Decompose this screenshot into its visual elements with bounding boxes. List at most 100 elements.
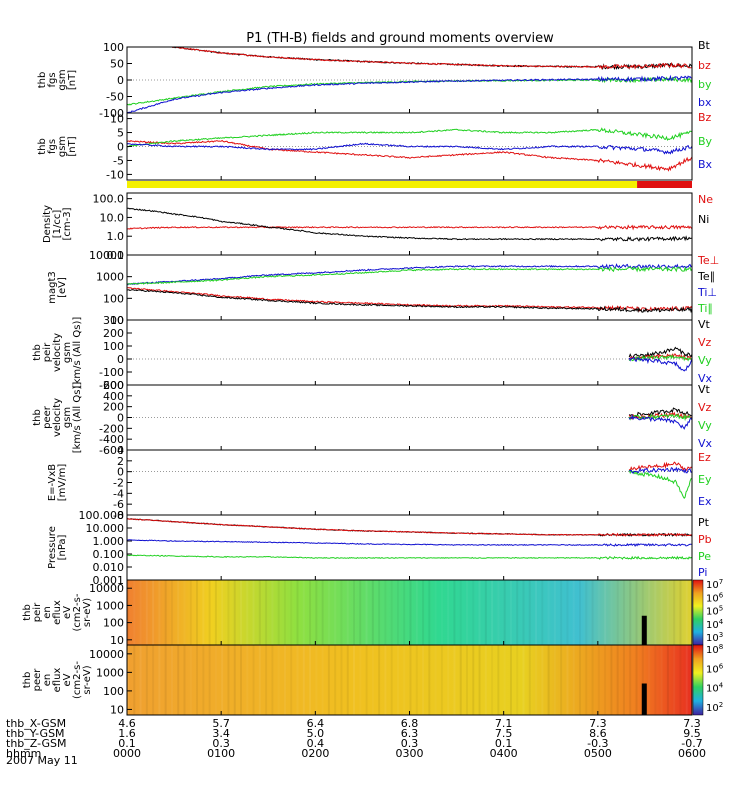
- spectrogram-band: [396, 645, 399, 715]
- spectrogram-band: [504, 645, 506, 715]
- spectrogram-band: [302, 645, 305, 715]
- spectrogram-band: [572, 645, 575, 715]
- y-axis-label-line: magt3: [47, 271, 58, 304]
- spectrogram-band: [535, 645, 538, 715]
- spectrogram-band: [466, 645, 468, 715]
- panel-frame: [126, 319, 693, 386]
- y-axis-label-line: peir: [42, 342, 53, 362]
- spectrogram-band: [491, 580, 494, 645]
- y-axis-label: thb peer en eflux eV (cm2-s-sr-eV): [22, 661, 93, 699]
- panel-temperature: Te⊥ Te∥ Ti⊥ Ti∥ 10000 1000 100 10 magt3 [eV]: [47, 249, 719, 327]
- y-axis-label-line: gsm: [57, 136, 68, 157]
- y-axis-label: E=-VxB [mV/m]: [47, 464, 68, 502]
- spectrogram-band: [428, 645, 431, 715]
- spectrogram-band: [478, 645, 481, 715]
- spectrogram-band: [484, 645, 487, 715]
- spectrogram-band: [152, 645, 155, 715]
- y-axis-label-line: en: [42, 674, 53, 687]
- spectrogram-band: [321, 645, 324, 715]
- y-axis-label: thb peir velocity gsm [km/s (All Qs)]: [32, 317, 83, 389]
- spectrogram-band: [660, 580, 663, 645]
- spectrogram-band: [604, 645, 606, 715]
- spectrogram-band: [522, 645, 525, 715]
- chart-title: P1 (TH-B) fields and ground moments over…: [246, 31, 554, 46]
- y-tick-label: 10000: [89, 648, 124, 661]
- x-tick-label: 9.5: [683, 727, 701, 740]
- y-axis-label-line: eflux: [52, 668, 63, 693]
- y-axis-label: thb peer velocity gsm [km/s (All Qs)]: [32, 382, 83, 454]
- x-tick-label: 4.6: [118, 717, 136, 730]
- spectrogram-band: [208, 645, 211, 715]
- spectrogram-band: [252, 645, 255, 715]
- spectrogram-band: [585, 580, 587, 645]
- y-axis-label-line: peer: [42, 405, 53, 429]
- y-tick-label: 1000: [96, 666, 124, 679]
- spectrogram-band: [290, 580, 292, 645]
- spectrogram-band: [334, 580, 337, 645]
- colorbar-tick-label: 104: [706, 618, 724, 631]
- x-row-label: thb_Y-GSM: [6, 727, 65, 740]
- spectrogram-band: [460, 580, 462, 645]
- y-tick-label: 0.100: [93, 548, 125, 561]
- y-tick-label: 100: [103, 617, 124, 630]
- series-line-bz: [127, 46, 693, 70]
- spectrogram-band: [598, 645, 600, 715]
- spectrogram-band: [622, 645, 625, 715]
- series-line-bx: [126, 74, 692, 114]
- y-axis-label-line: fgs: [47, 139, 58, 154]
- spectrogram-band: [528, 645, 531, 715]
- spectrogram-band: [666, 645, 669, 715]
- x-tick-label: 0200: [301, 747, 329, 760]
- spectrogram-band: [648, 580, 651, 645]
- spectrogram-band: [265, 580, 268, 645]
- y-tick-label: -100: [99, 366, 124, 379]
- spectrogram-band: [133, 580, 135, 645]
- spectrogram-band: [572, 580, 575, 645]
- y-tick-label: 1000: [96, 271, 124, 284]
- spectrogram-band: [164, 580, 167, 645]
- y-axis-label-line: [1/cc]: [52, 210, 63, 239]
- y-axis-label-line: E=-VxB: [47, 464, 58, 501]
- y-axis-label-line: gsm: [57, 69, 68, 90]
- spectrogram-band: [466, 580, 468, 645]
- spectrogram-band: [553, 645, 556, 715]
- series-line-Te⊥: [126, 287, 693, 312]
- spectrogram-band: [416, 645, 418, 715]
- spectrogram-band: [435, 645, 437, 715]
- legend-entry: Pi: [698, 566, 707, 579]
- spectrogram-band: [353, 645, 355, 715]
- spectrogram-gap: [641, 683, 647, 715]
- spectrogram-band: [158, 645, 161, 715]
- series-line-Ez: [628, 461, 693, 472]
- spectrogram-band: [296, 580, 299, 645]
- spectrogram-band: [384, 580, 386, 645]
- spectrogram-band: [184, 580, 186, 645]
- colorbar-tick-label: 107: [706, 578, 723, 591]
- spectrogram-band: [491, 645, 493, 715]
- spectrogram-band: [171, 580, 173, 645]
- spectrogram-band: [139, 645, 142, 715]
- y-tick-label: 400: [103, 390, 124, 403]
- spectrogram-band: [215, 645, 217, 715]
- y-axis-label-line: sr-eV): [82, 665, 93, 694]
- legend-entry: By: [698, 135, 713, 148]
- spectrogram-band: [277, 580, 280, 645]
- y-tick-label: -8: [113, 509, 124, 522]
- panel-density: Ne Ni 100.0 10.0 1.0 0.1 Density [1/cc] [cm-3]: [42, 192, 713, 262]
- spectrogram-band: [378, 580, 381, 645]
- spectrogram-band: [221, 645, 224, 715]
- spectrogram-band: [497, 645, 500, 715]
- spectrogram-band: [315, 645, 317, 715]
- legend-entry: Ti∥: [697, 302, 713, 315]
- spectrogram-band: [208, 580, 211, 645]
- spectrogram-band: [509, 645, 512, 715]
- spectrogram-band: [170, 645, 173, 715]
- series-line-Ti⊥: [126, 263, 693, 286]
- y-tick-label: 10000: [89, 249, 124, 262]
- spectrogram-band: [202, 645, 205, 715]
- spectrogram-band: [371, 580, 374, 645]
- y-axis-label-line: [nPa]: [57, 534, 68, 560]
- y-axis-label-line: velocity: [52, 398, 63, 437]
- series-line-Bt: [127, 46, 693, 71]
